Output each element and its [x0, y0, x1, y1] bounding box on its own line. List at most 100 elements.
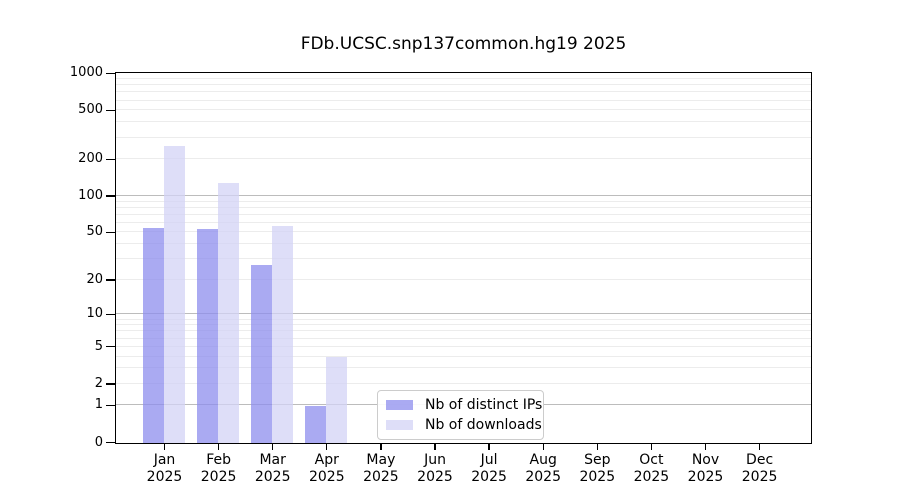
- gridline-minor: [116, 206, 811, 208]
- legend-label-distinct-ips: Nb of distinct IPs: [425, 396, 543, 413]
- x-tick-label-month: Mar: [259, 452, 286, 468]
- bar-downloads-mar: [272, 226, 294, 443]
- legend-entry-distinct-ips: Nb of distinct IPs: [386, 396, 542, 413]
- x-tick-mark: [542, 444, 544, 450]
- y-tick-mark: [106, 441, 115, 444]
- x-tick-mark: [434, 444, 436, 450]
- bar-downloads-feb: [218, 182, 240, 443]
- x-tick-mark: [488, 444, 490, 450]
- x-tick-label-month: May: [366, 452, 396, 468]
- x-tick-label-month: Apr: [314, 452, 339, 468]
- x-tick-label: Sep 2025: [562, 452, 632, 486]
- gridline-minor: [116, 84, 811, 86]
- gridline-minor: [116, 109, 811, 111]
- x-tick-label: Oct 2025: [616, 452, 686, 486]
- chart-title: FDb.UCSC.snp137common.hg19 2025: [300, 34, 627, 54]
- bar-distinct-ips-apr: [305, 405, 327, 443]
- y-tick-label: 1000: [69, 65, 103, 81]
- bar-distinct-ips-feb: [197, 228, 219, 443]
- x-tick-label-month: Jun: [424, 452, 446, 468]
- gridline-minor: [116, 367, 811, 369]
- x-tick-label-month: Jan: [153, 452, 176, 468]
- x-tick-label: Dec 2025: [725, 452, 795, 486]
- x-tick-label-year: 2025: [363, 469, 399, 485]
- gridline-minor: [116, 221, 811, 223]
- x-tick-label-year: 2025: [417, 469, 453, 485]
- gridline-minor: [116, 330, 811, 332]
- gridline-minor: [116, 258, 811, 260]
- gridline-minor: [116, 78, 811, 80]
- x-tick-label-year: 2025: [254, 469, 291, 485]
- y-tick-mark: [106, 346, 115, 348]
- x-tick-mark: [380, 444, 382, 450]
- legend: Nb of distinct IPs Nb of downloads: [377, 390, 544, 440]
- y-tick-label: 100: [78, 187, 103, 203]
- x-tick-label: Apr 2025: [292, 452, 362, 486]
- y-tick-label: 1: [94, 397, 103, 413]
- gridline-major: [116, 194, 811, 196]
- x-tick-label: Aug 2025: [508, 452, 578, 486]
- x-tick-mark: [596, 444, 598, 450]
- gridline-minor: [116, 213, 811, 215]
- x-tick-mark: [704, 444, 707, 450]
- x-tick-label: Jun 2025: [400, 452, 470, 486]
- legend-swatch-downloads: [386, 419, 413, 430]
- x-tick-label-month: Jul: [480, 452, 498, 468]
- gridline-minor: [116, 355, 811, 357]
- x-tick-label-year: 2025: [200, 469, 237, 485]
- y-tick-label: 200: [78, 151, 103, 167]
- x-tick-label: Jul 2025: [454, 452, 524, 486]
- gridline-minor: [116, 318, 811, 320]
- x-tick-label-month: Dec: [746, 452, 774, 468]
- x-tick-mark: [163, 444, 166, 450]
- x-tick-label-year: 2025: [308, 469, 345, 485]
- x-tick-label: Mar 2025: [238, 452, 308, 486]
- gridline-minor: [116, 382, 811, 384]
- y-tick-label: 500: [78, 102, 103, 118]
- gridline-minor: [116, 337, 811, 339]
- y-tick-label: 20: [86, 271, 103, 287]
- y-tick-label: 5: [94, 338, 103, 354]
- gridline-minor: [116, 158, 811, 160]
- x-tick-label-year: 2025: [633, 469, 670, 485]
- legend-swatch-distinct-ips: [386, 399, 413, 410]
- x-tick-mark: [272, 444, 274, 450]
- gridline-minor: [116, 121, 811, 123]
- gridline-major: [116, 313, 811, 315]
- plot-area: [115, 72, 812, 444]
- gridline-minor: [116, 278, 811, 280]
- y-tick-mark: [106, 195, 115, 197]
- x-tick-label-year: 2025: [471, 469, 507, 485]
- legend-entry-downloads: Nb of downloads: [386, 416, 542, 433]
- x-tick-label-year: 2025: [579, 469, 616, 485]
- gridline-minor: [116, 345, 811, 347]
- x-tick-label: Nov 2025: [671, 452, 741, 486]
- x-tick-label-month: Sep: [584, 452, 611, 468]
- x-tick-label-month: Aug: [529, 452, 557, 468]
- x-tick-mark: [326, 444, 328, 450]
- gridline-minor: [116, 243, 811, 245]
- x-tick-label-year: 2025: [741, 469, 778, 485]
- gridline-minor: [116, 200, 811, 202]
- bar-downloads-jan: [164, 145, 185, 443]
- gridline-minor: [116, 324, 811, 326]
- gridline-minor: [116, 136, 811, 138]
- legend-label-downloads: Nb of downloads: [425, 416, 542, 433]
- gridline-minor: [116, 231, 811, 233]
- y-tick-label: 2: [94, 375, 103, 391]
- y-tick-label: 10: [86, 306, 103, 322]
- x-tick-label-year: 2025: [525, 469, 561, 485]
- x-tick-label: May 2025: [346, 452, 416, 486]
- x-tick-label-year: 2025: [687, 469, 724, 485]
- bar-distinct-ips-mar: [251, 265, 273, 443]
- y-tick-mark: [106, 383, 115, 385]
- y-tick-mark: [106, 313, 115, 316]
- x-tick-mark: [650, 444, 653, 450]
- y-tick-mark: [106, 279, 115, 281]
- x-tick-label: Jan 2025: [130, 452, 200, 486]
- y-tick-mark: [106, 109, 115, 112]
- bar-downloads-apr: [326, 357, 348, 443]
- x-tick-label-month: Feb: [206, 452, 231, 468]
- x-tick-label: Feb 2025: [184, 452, 254, 486]
